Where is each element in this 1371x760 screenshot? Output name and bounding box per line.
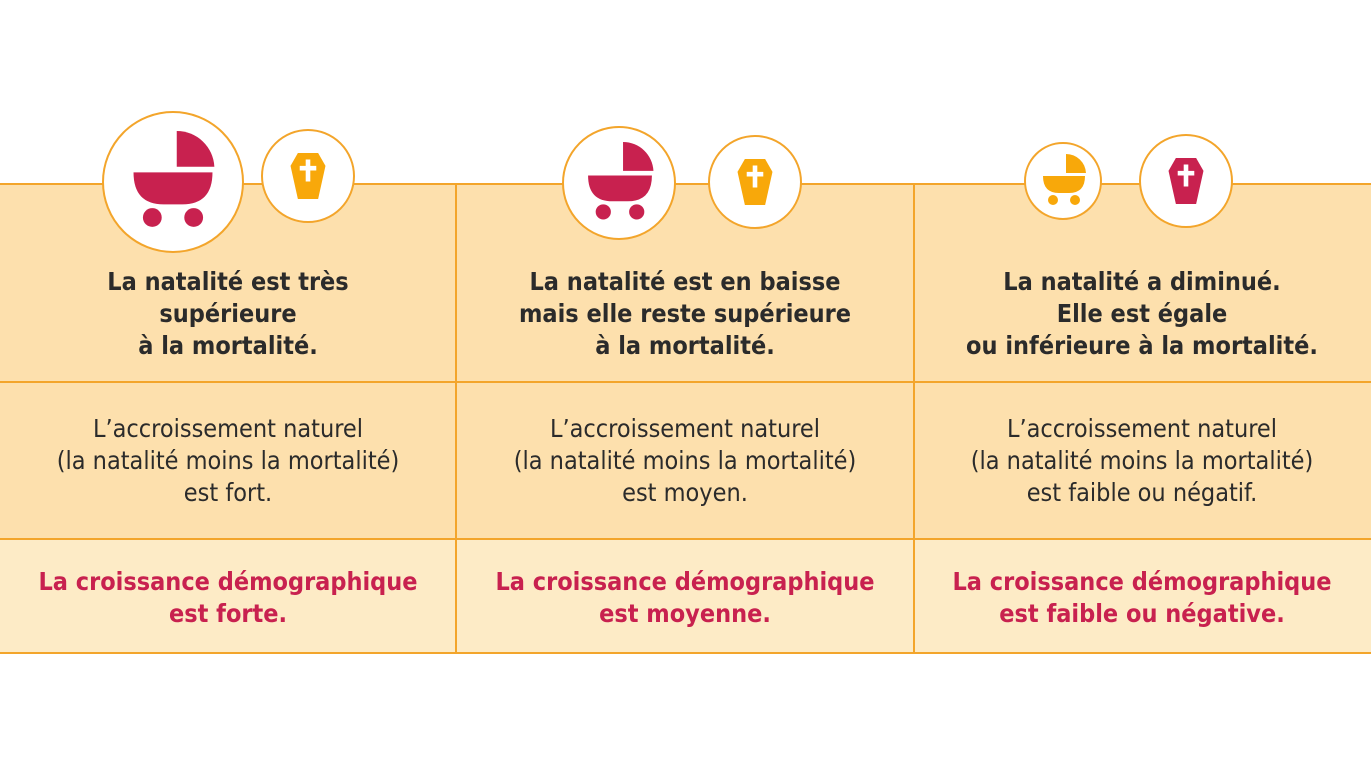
body-line: est faible ou négatif. [1026,478,1258,507]
body-line: est fort. [183,478,273,507]
result-line: La croissance démographique [952,567,1332,596]
heading-text: La natalité est très supérieure à la morta… [0,266,456,362]
heading-line: La natalité est très [107,267,349,296]
body-line: (la natalité moins la mortalité) [970,446,1314,475]
heading-text: La natalité est en baisse mais elle reste… [457,266,913,362]
body-text: L’accroissement naturel (la natalité moin… [457,413,913,509]
result-text: La croissance démographique est forte. [0,566,456,630]
heading-line: ou inférieure à la mortalité. [966,331,1318,360]
body-line: L’accroissement naturel [549,414,821,443]
body-row [0,381,1371,538]
body-line: est moyen. [622,478,748,507]
result-text: La croissance démographique est moyenne. [457,566,913,630]
body-text: L’accroissement naturel (la natalité moin… [914,413,1370,509]
heading-line: mais elle reste supérieure [518,299,852,328]
heading-text: La natalité a diminué. Elle est égale ou i… [914,266,1370,362]
heading-line: à la mortalité. [138,331,318,360]
body-line: (la natalité moins la mortalité) [56,446,400,475]
icons [102,111,1233,253]
body-line: L’accroissement naturel [1006,414,1278,443]
body-line: (la natalité moins la mortalité) [513,446,857,475]
body-text: L’accroissement naturel (la natalité moin… [0,413,456,509]
result-line: La croissance démographique [38,567,418,596]
result-line: est moyenne. [599,599,771,628]
body-line: L’accroissement naturel [92,414,364,443]
heading-line: La natalité a diminué. [1003,267,1281,296]
heading-line: Elle est égale [1056,299,1228,328]
result-text: La croissance démographique est faible ou… [914,566,1370,630]
column-divider [455,183,457,654]
result-line: La croissance démographique [495,567,875,596]
heading-line: à la mortalité. [595,331,775,360]
heading-line: La natalité est en baisse [529,267,841,296]
heading-line: supérieure [159,299,297,328]
column-divider [913,183,915,654]
result-line: est faible ou négative. [999,599,1285,628]
result-line: est forte. [168,599,288,628]
result-row [0,538,1371,654]
